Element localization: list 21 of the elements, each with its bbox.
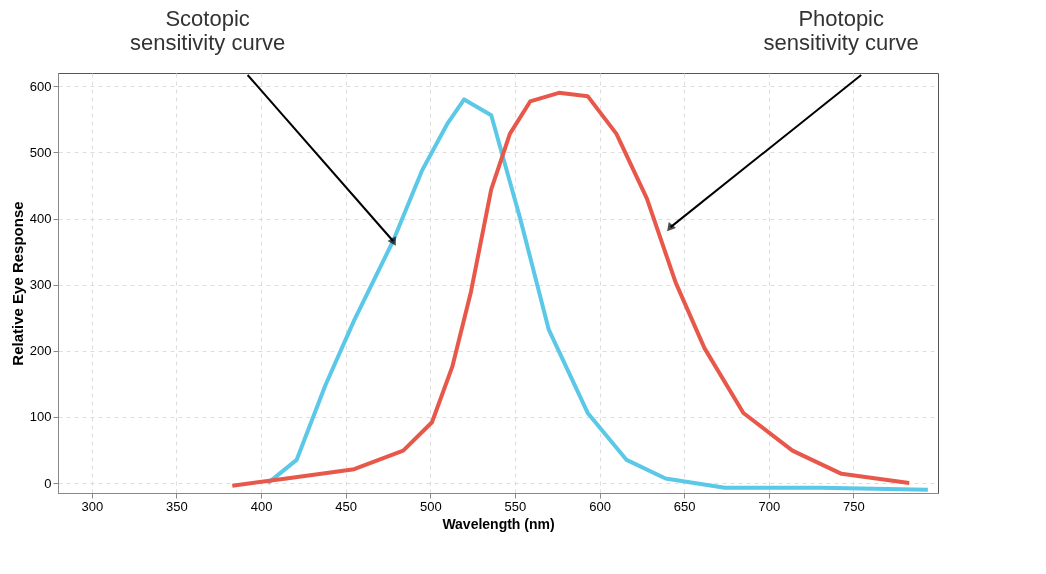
x-tick-label: 750: [843, 498, 865, 514]
annotation: Scotopic sensitivity curve: [129, 6, 286, 55]
annotation: Photopic sensitivity curve: [763, 6, 919, 55]
x-tick-label: 700: [758, 498, 781, 514]
x-tick-label: 550: [504, 498, 527, 514]
x-axis-title: Wavelength (nm): [442, 515, 555, 532]
y-tick-label: 100: [29, 409, 52, 425]
y-tick-label: 600: [29, 78, 52, 94]
x-tick-label: 450: [335, 498, 358, 514]
y-tick-label: 0: [44, 475, 52, 491]
x-tick-label: 300: [81, 498, 104, 514]
x-tick-label: 600: [589, 498, 611, 514]
y-tick-label: 500: [29, 144, 52, 160]
y-tick-label: 300: [29, 277, 52, 293]
y-tick-label: 200: [29, 343, 52, 359]
x-tick-label: 650: [673, 498, 696, 514]
y-axis-title: Relative Eye Response: [8, 201, 26, 366]
x-tick-label: 350: [166, 498, 188, 514]
x-tick-label: 500: [419, 498, 442, 514]
y-tick-label: 400: [29, 211, 52, 227]
x-tick-label: 400: [250, 498, 273, 514]
